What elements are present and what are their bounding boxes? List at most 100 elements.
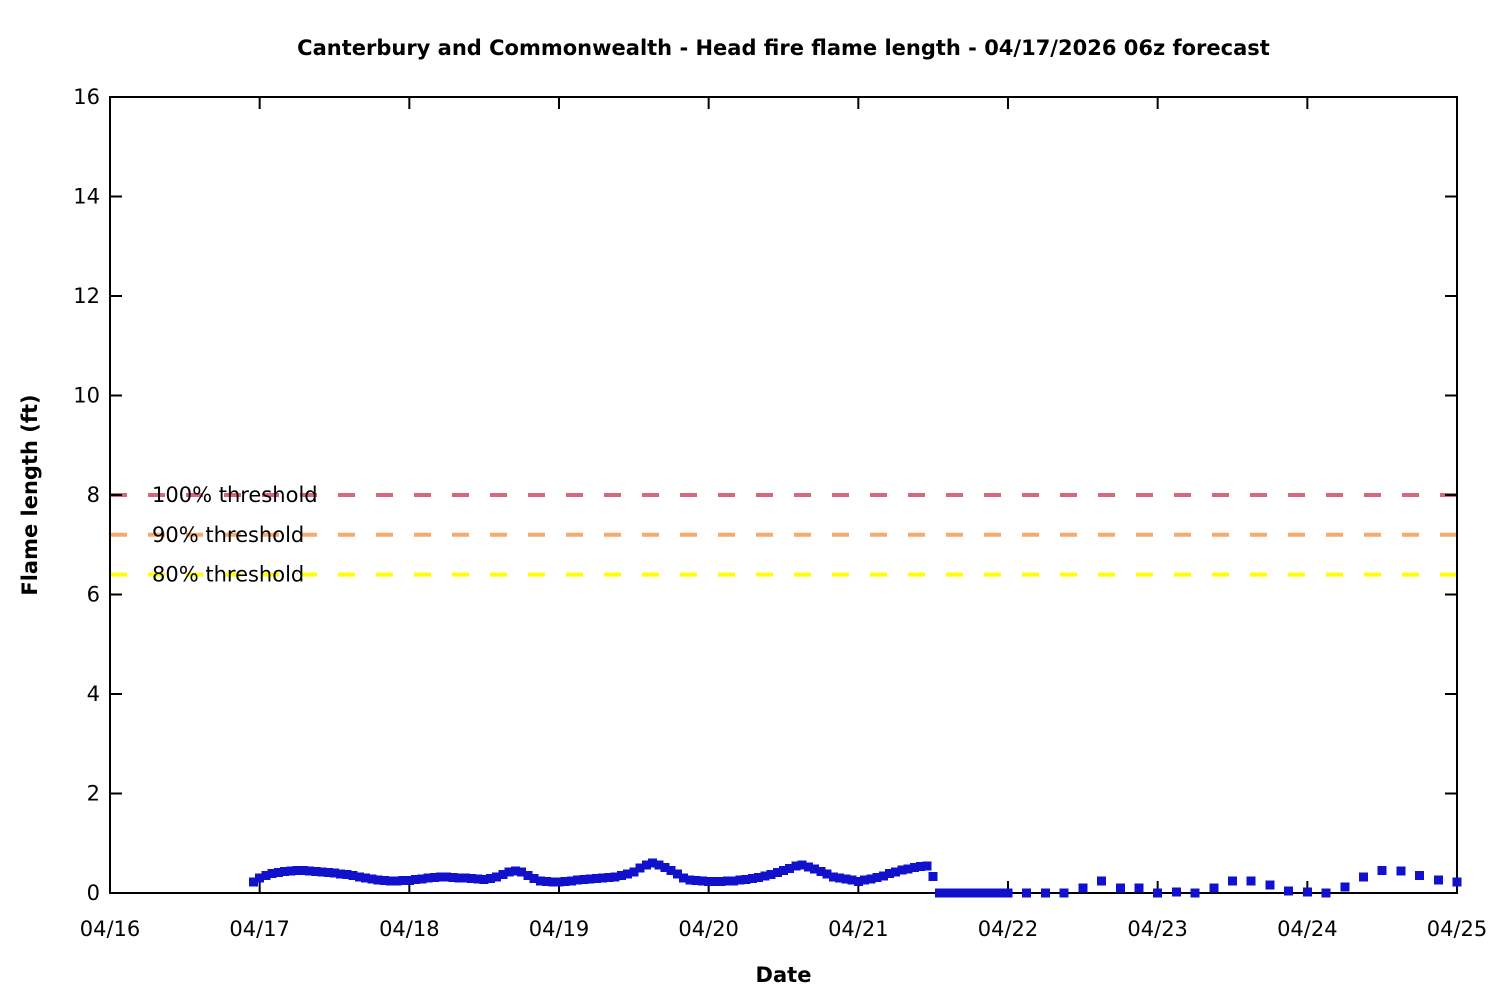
data-point (579, 875, 589, 885)
data-point (417, 874, 427, 884)
data-point (860, 875, 870, 885)
data-point (373, 875, 383, 885)
data-point (292, 866, 302, 876)
data-point (298, 866, 308, 876)
data-point (280, 867, 290, 877)
threshold-label: 90% threshold (152, 523, 304, 547)
x-axis-label: Date (755, 963, 812, 987)
data-point (922, 861, 932, 871)
data-point (616, 871, 626, 881)
data-point (311, 867, 321, 877)
data-point (1284, 886, 1294, 896)
data-point (454, 873, 464, 883)
data-point (398, 876, 408, 886)
data-point (666, 866, 676, 876)
y-tick-label: 16 (73, 85, 100, 109)
data-point (997, 888, 1007, 898)
data-point (598, 873, 608, 883)
data-point (1059, 888, 1069, 898)
data-point (267, 869, 277, 879)
data-point (548, 877, 558, 887)
data-point (473, 874, 483, 884)
data-point (941, 888, 951, 898)
data-point (735, 875, 745, 885)
data-point (585, 874, 595, 884)
data-point (336, 869, 346, 879)
data-point (841, 874, 851, 884)
data-point (785, 864, 795, 874)
data-point (953, 888, 963, 898)
data-point (604, 873, 614, 883)
data-point (1377, 866, 1387, 876)
data-point (872, 873, 882, 883)
data-point (635, 863, 645, 873)
data-point (448, 873, 458, 883)
data-point (729, 876, 739, 886)
data-point (273, 868, 283, 878)
data-point (816, 867, 826, 877)
data-point (317, 867, 327, 877)
data-point (754, 873, 764, 883)
x-tick-label: 04/17 (229, 917, 290, 941)
data-point (897, 865, 907, 875)
x-tick-label: 04/25 (1427, 917, 1488, 941)
data-point (517, 867, 527, 877)
y-tick-label: 12 (73, 284, 100, 308)
data-point (510, 866, 520, 876)
data-point (404, 876, 414, 886)
y-tick-label: 10 (73, 384, 100, 408)
data-point (984, 888, 994, 898)
data-point (529, 874, 539, 884)
data-point (916, 862, 926, 872)
data-point (623, 869, 633, 879)
data-point (342, 870, 352, 880)
data-point (947, 888, 957, 898)
data-point (1358, 872, 1368, 882)
y-tick-label: 2 (87, 782, 100, 806)
data-point (679, 873, 689, 883)
data-point (423, 873, 433, 883)
data-point (379, 876, 389, 886)
data-point (1209, 883, 1219, 893)
data-point (1452, 877, 1462, 887)
data-point (660, 863, 670, 873)
x-tick-label: 04/19 (529, 917, 590, 941)
data-point (248, 877, 258, 887)
data-point (885, 869, 895, 879)
data-point (566, 876, 576, 886)
data-point (1153, 888, 1163, 898)
data-point (591, 874, 601, 884)
data-point (1321, 888, 1331, 898)
y-axis-ticks: 0 2 4 6 8 10 12 14 16 (73, 85, 1457, 905)
data-point (909, 863, 919, 873)
data-point (460, 873, 470, 883)
data-point (392, 876, 402, 886)
data-point (1115, 883, 1125, 893)
data-point (1415, 871, 1425, 881)
data-point (928, 872, 938, 882)
data-point (361, 873, 371, 883)
threshold-labels: 100% threshold 90% threshold 80% threshold (152, 483, 318, 587)
x-tick-label: 04/16 (80, 917, 141, 941)
data-point (467, 874, 477, 884)
data-point (1190, 888, 1200, 898)
data-point (1022, 888, 1032, 898)
data-point (710, 877, 720, 887)
data-point (810, 864, 820, 874)
data-point (504, 867, 514, 877)
y-tick-label: 4 (87, 682, 100, 706)
x-axis-ticks: 04/16 04/17 04/18 04/19 04/20 04/21 04/22 04/23… (80, 97, 1488, 941)
y-tick-label: 14 (73, 185, 100, 209)
data-point (934, 888, 944, 898)
data-point (959, 888, 969, 898)
data-point (741, 875, 751, 885)
data-point (797, 860, 807, 870)
data-point (323, 868, 333, 878)
data-point (498, 870, 508, 880)
data-point (1340, 882, 1350, 892)
data-point (1246, 876, 1256, 886)
data-point (760, 871, 770, 881)
y-tick-label: 0 (87, 881, 100, 905)
data-point (348, 871, 358, 881)
